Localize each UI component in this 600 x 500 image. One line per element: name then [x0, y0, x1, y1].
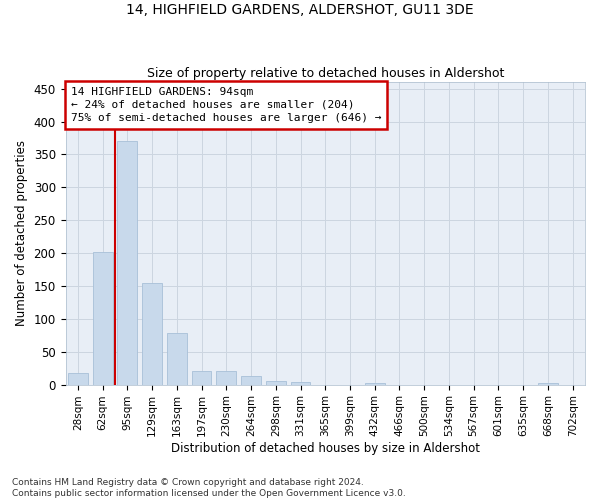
Y-axis label: Number of detached properties: Number of detached properties: [15, 140, 28, 326]
Text: Contains HM Land Registry data © Crown copyright and database right 2024.
Contai: Contains HM Land Registry data © Crown c…: [12, 478, 406, 498]
Text: 14 HIGHFIELD GARDENS: 94sqm
← 24% of detached houses are smaller (204)
75% of se: 14 HIGHFIELD GARDENS: 94sqm ← 24% of det…: [71, 86, 381, 123]
Bar: [290, 382, 310, 384]
Bar: [241, 376, 261, 384]
Bar: [93, 252, 113, 384]
Bar: [118, 141, 137, 384]
Bar: [167, 334, 187, 384]
Bar: [68, 373, 88, 384]
Bar: [538, 382, 558, 384]
Bar: [217, 371, 236, 384]
Title: Size of property relative to detached houses in Aldershot: Size of property relative to detached ho…: [146, 66, 504, 80]
X-axis label: Distribution of detached houses by size in Aldershot: Distribution of detached houses by size …: [171, 442, 480, 455]
Bar: [142, 282, 162, 384]
Bar: [365, 382, 385, 384]
Bar: [266, 380, 286, 384]
Bar: [191, 371, 211, 384]
Text: 14, HIGHFIELD GARDENS, ALDERSHOT, GU11 3DE: 14, HIGHFIELD GARDENS, ALDERSHOT, GU11 3…: [126, 2, 474, 16]
